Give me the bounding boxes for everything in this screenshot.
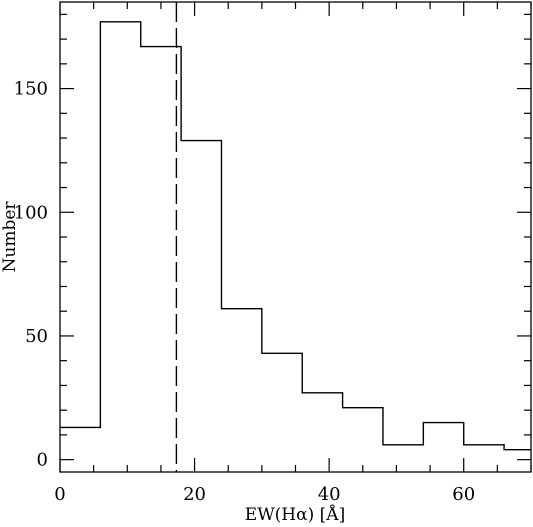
- axis-ticks: [59, 2, 532, 472]
- x-tick-label: 60: [452, 484, 475, 505]
- y-tick-label: 100: [14, 202, 48, 223]
- histogram-step-line: [60, 21, 531, 451]
- y-tick-label: 150: [14, 79, 48, 100]
- y-tick-label: 0: [37, 450, 48, 471]
- x-tick-label: 40: [318, 484, 341, 505]
- x-tick-label: 0: [54, 484, 65, 505]
- x-axis-title: EW(Hα) [Å]: [245, 504, 345, 525]
- y-axis-title: Number: [0, 201, 20, 273]
- plot-frame: [59, 1, 532, 473]
- axis-tick-labels: 0 20 40 60 0 50 100 150: [14, 79, 476, 505]
- y-tick-label: 50: [25, 326, 48, 347]
- x-tick-label: 20: [183, 484, 206, 505]
